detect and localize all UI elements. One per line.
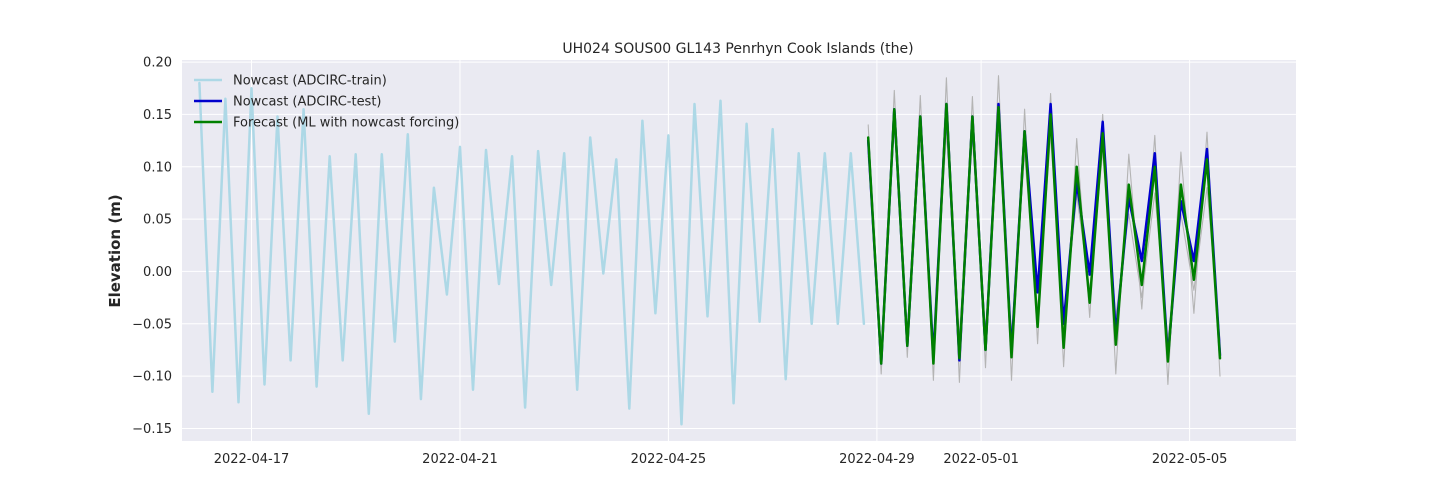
y-tick-label: 0.15 (143, 108, 172, 123)
legend: Nowcast (ADCIRC-train) Nowcast (ADCIRC-te… (194, 74, 459, 131)
y-tick-label: −0.10 (132, 370, 172, 385)
x-tick-label: 2022-04-29 (839, 452, 915, 467)
x-tick-label: 2022-04-25 (631, 452, 707, 467)
y-tick-label: 0.10 (143, 160, 172, 175)
y-axis-label: Elevation (m) (106, 194, 124, 307)
chart-title: UH024 SOUS00 GL143 Penrhyn Cook Islands … (562, 41, 913, 57)
x-axis-ticks: 2022-04-17 2022-04-21 2022-04-25 2022-04-29… (214, 452, 1228, 467)
series-line-2 (866, 102, 1222, 365)
legend-entry: Forecast (ML with nowcast forcing) (233, 116, 459, 131)
series-layer (198, 75, 1222, 426)
y-tick-label: 0.00 (143, 265, 172, 280)
x-tick-label: 2022-05-01 (943, 452, 1019, 467)
y-tick-label: −0.15 (132, 422, 172, 437)
series-line-0 (198, 81, 866, 426)
x-tick-label: 2022-04-17 (214, 452, 290, 467)
y-tick-label: 0.20 (143, 56, 172, 71)
y-tick-label: 0.05 (143, 213, 172, 228)
y-axis-ticks: −0.15 −0.10 −0.05 0.00 0.05 0.10 0.15 0.20 (132, 56, 172, 437)
legend-entry: Nowcast (ADCIRC-test) (233, 95, 382, 110)
x-tick-label: 2022-04-21 (422, 452, 498, 467)
y-tick-label: −0.05 (132, 317, 172, 332)
x-tick-label: 2022-05-05 (1152, 452, 1228, 467)
legend-entry: Nowcast (ADCIRC-train) (233, 74, 387, 89)
